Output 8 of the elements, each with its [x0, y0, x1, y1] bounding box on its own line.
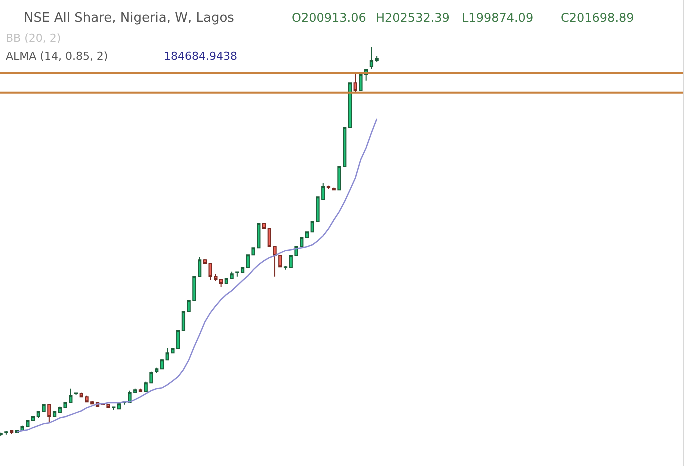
text: O200913.06: [292, 11, 366, 25]
text: H202532.39: [376, 11, 450, 25]
text: BB (20, 2): [6, 32, 62, 45]
chart-title: NSE All Share, Nigeria, W, Lagos: [24, 11, 235, 26]
text: L199874.09: [462, 11, 534, 25]
text: C201698.89: [561, 11, 634, 25]
annotation: ALMA (14, 0.85, 2): [6, 50, 108, 63]
annotation: 184684.9438: [164, 50, 238, 63]
